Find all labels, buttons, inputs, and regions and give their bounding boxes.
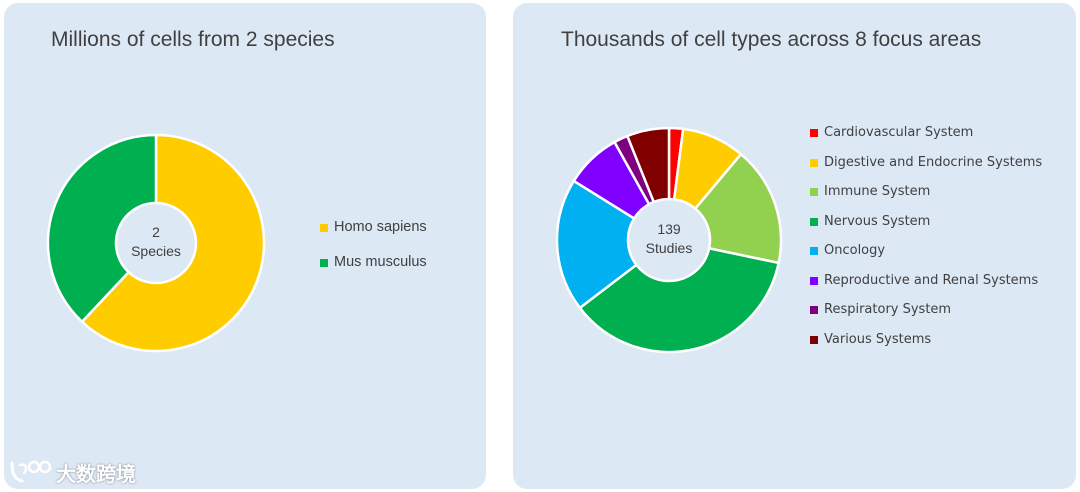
slice-immune-system (694, 152, 783, 265)
legend-label: Cardiovascular System (824, 125, 974, 140)
legend-label: Digestive and Endocrine Systems (824, 154, 1043, 170)
legend-label: Various Systems (824, 331, 932, 347)
legend-label: Oncology (824, 243, 886, 258)
watermark: 大数跨境 (8, 458, 136, 486)
legend-swatch (810, 335, 818, 344)
legend-label: Mus musculus (334, 253, 427, 270)
legend-swatch (810, 129, 818, 137)
legend-label: Reproductive and Renal Systems (824, 272, 1039, 288)
species-legend: Homo sapiens Mus musculus (320, 219, 480, 288)
legend-item-various-systems: Various Systems (810, 332, 1070, 362)
slice-various-systems (626, 126, 671, 204)
brand-logo-icon (10, 460, 52, 483)
slice-oncology (555, 179, 638, 310)
legend-label: Nervous System (824, 213, 931, 229)
slice-nervous-system (578, 247, 780, 354)
legend-item-nervous-system: Nervous System (810, 214, 1070, 244)
species-chart-panel: Millions of cells from 2 species 2 Specie… (4, 3, 486, 489)
legend-swatch (810, 158, 818, 167)
legend-item-respiratory-system: Respiratory System (810, 302, 1070, 332)
focus-areas-legend: Cardiovascular System Digestive and Endoc… (810, 125, 1070, 361)
legend-swatch (810, 217, 818, 226)
legend-item-homo-sapiens: Homo sapiens (320, 219, 480, 254)
legend-item-mus-musculus: Mus musculus (320, 254, 480, 289)
legend-swatch (320, 258, 328, 267)
species-chart-title: Millions of cells from 2 species (51, 28, 335, 51)
center-label-unit: Studies (646, 240, 693, 256)
legend-label: Homo sapiens (334, 219, 427, 235)
slice-homo-sapiens (80, 133, 266, 353)
legend-swatch (320, 224, 328, 232)
focus-areas-chart-panel: Thousands of cell types across 8 focus a… (513, 3, 1076, 489)
legend-label: Immune System (824, 184, 931, 199)
legend-swatch (810, 188, 818, 196)
slice-mus-musculus (46, 133, 158, 323)
center-label-unit: Species (131, 243, 181, 259)
focus-areas-donut-chart: 139 Studies (555, 126, 783, 354)
center-label-count: 139 (657, 221, 681, 237)
focus-areas-chart-title: Thousands of cell types across 8 focus a… (561, 28, 982, 51)
legend-swatch (810, 276, 818, 285)
legend-item-oncology: Oncology (810, 243, 1070, 273)
legend-item-immune-system: Immune System (810, 184, 1070, 214)
legend-item-reproductive-and-renal-systems: Reproductive and Renal Systems (810, 273, 1070, 303)
legend-swatch (810, 247, 818, 255)
watermark-text: 大数跨境 (56, 461, 136, 486)
legend-item-digestive-and-endocrine-systems: Digestive and Endocrine Systems (810, 155, 1070, 185)
species-donut-chart: 2 Species (46, 133, 266, 353)
legend-swatch (810, 306, 818, 314)
legend-label: Respiratory System (824, 302, 952, 317)
center-label-count: 2 (152, 224, 160, 240)
legend-item-cardiovascular-system: Cardiovascular System (810, 125, 1070, 155)
